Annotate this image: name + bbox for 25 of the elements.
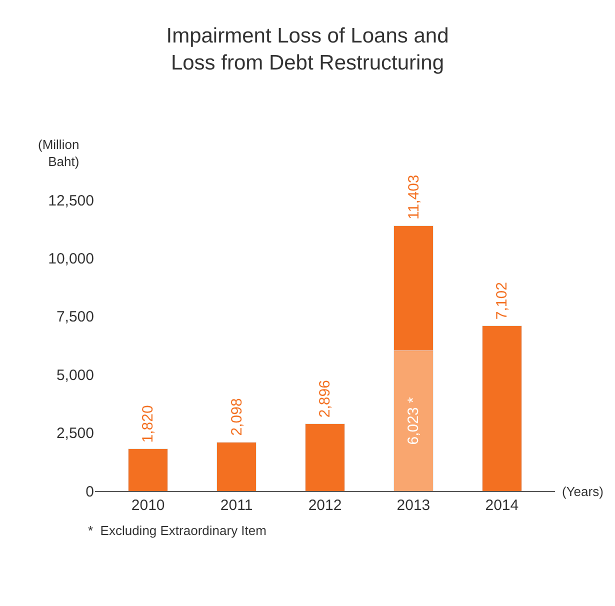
chart-title: Impairment Loss of Loans and Loss from Debt Restructuring [166,24,449,75]
bar [216,442,257,491]
y-tick-label: 10,000 [48,250,94,268]
x-tick-label: 2014 [485,497,519,514]
x-axis-title: (Years) [562,484,604,499]
y-tick-label: 2,500 [56,425,94,442]
y-tick-label: 7,500 [56,308,94,326]
data-label: 6,023 * [404,397,422,445]
y-tick-label: 0 [86,483,94,500]
total-label: 2,896 [316,380,334,418]
x-tick-label: 2011 [220,497,253,514]
y-axis-title: (Million Baht) [38,137,80,169]
total-label: 2,098 [228,398,246,436]
x-tick-label: 2010 [131,497,165,514]
y-tick-label: 5,000 [56,366,94,384]
total-label: 11,403 [405,174,422,220]
x-tick-label: 2012 [308,497,342,514]
total-label: 1,820 [139,405,156,443]
bar [128,448,168,491]
y-tick-label: 12,500 [48,192,94,210]
bar [482,325,522,491]
total-label: 7,102 [493,282,510,320]
bar [304,423,346,491]
x-tick-label: 2013 [396,497,430,514]
text: * Excluding Extraordinary Item [88,523,266,538]
